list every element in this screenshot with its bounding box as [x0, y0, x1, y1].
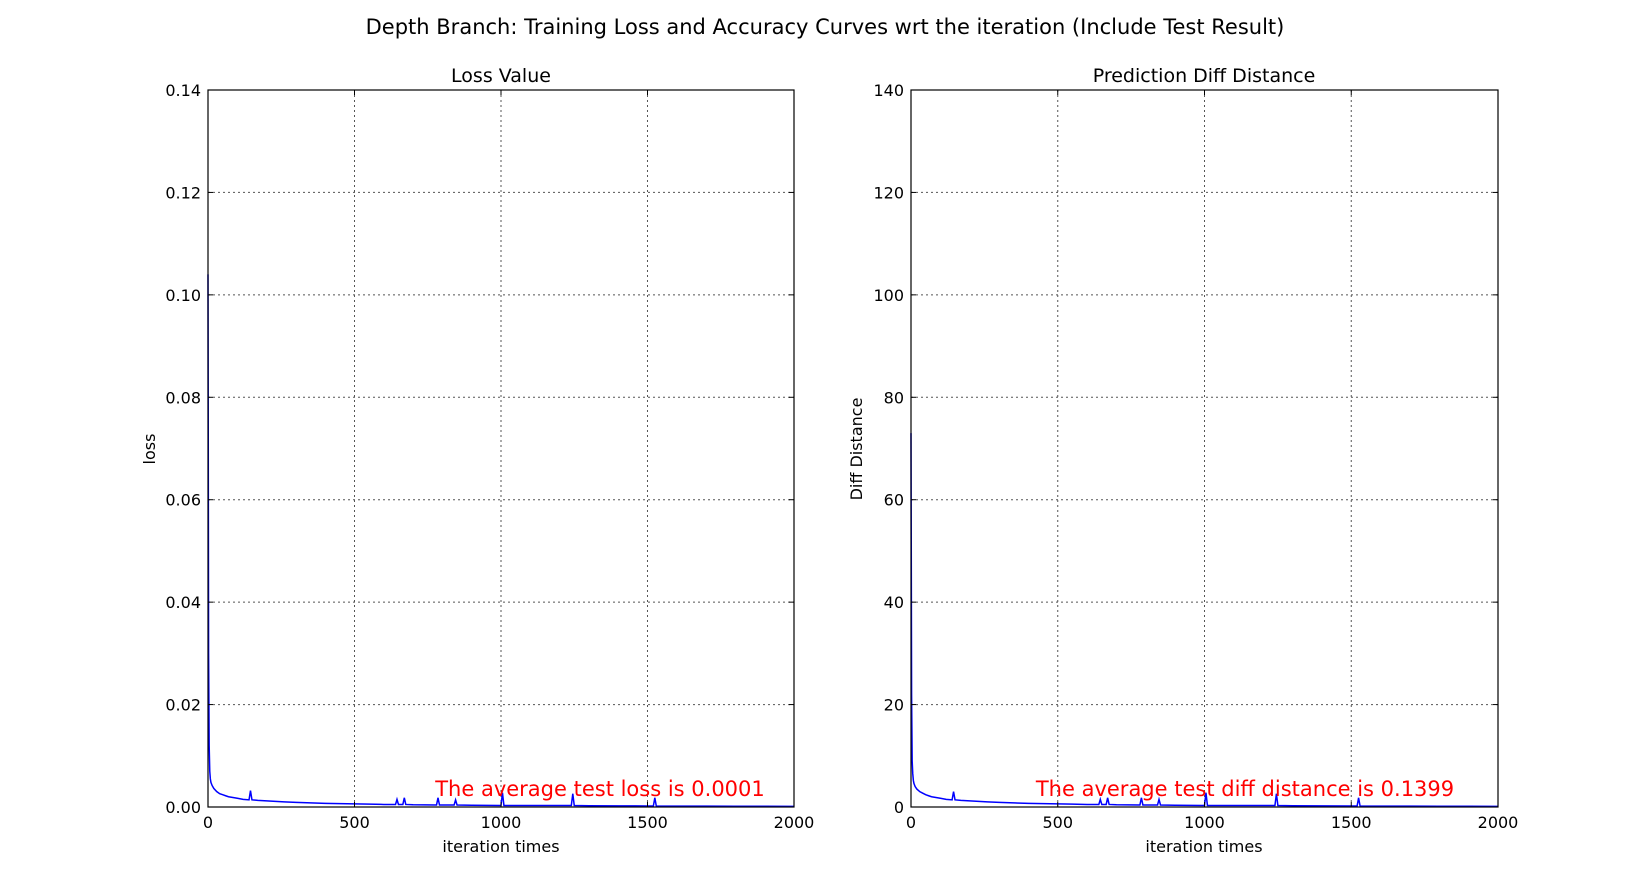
loss-value-panel: Loss Value 0 500 1000 1500 20000.000.020.040… — [140, 65, 814, 856]
loss-x-tick-label: 1000 — [481, 813, 522, 832]
loss-series-line — [207, 274, 795, 808]
diff-y-tick-label: 20 — [884, 696, 904, 715]
figure-suptitle: Depth Branch: Training Loss and Accuracy… — [366, 15, 1285, 39]
diff-x-tick-label: 2000 — [1478, 813, 1519, 832]
loss-y-tick-label: 0.00 — [165, 798, 201, 817]
diff-plot-frame — [910, 89, 1499, 808]
loss-x-axis-label: iteration times — [442, 837, 559, 856]
diff-y-tick-label: 0 — [894, 798, 904, 817]
loss-ticks: 0 500 1000 1500 2000 0.00 0.02 0.04 0.06 0.08 0.10… — [165, 81, 814, 832]
diff-y-tick-label: 60 — [884, 491, 904, 510]
diff-x-axis-label: iteration times — [1145, 837, 1262, 856]
loss-panel-title: Loss Value — [451, 65, 551, 87]
diff-gridlines — [911, 90, 1498, 807]
loss-x-tick-label: 2000 — [774, 813, 815, 832]
diff-series-layer — [910, 433, 1499, 808]
loss-y-tick-label: 0.02 — [165, 696, 201, 715]
loss-y-tick-label: 0.10 — [165, 286, 201, 305]
loss-y-tick-label: 0.04 — [165, 593, 201, 612]
loss-y-tick-label: 0.08 — [165, 388, 201, 407]
diff-ticks: 0 500 1000 1500 2000 0 20 40 60 80 100 120 140 — [873, 81, 1518, 832]
diff-annotation: The average test diff distance is 0.1399 — [1035, 777, 1454, 801]
loss-annotation: The average test loss is 0.0001 — [434, 777, 765, 801]
loss-x-tick-label: 0 — [203, 813, 213, 832]
diff-y-tick-label: 80 — [884, 388, 904, 407]
diff-y-axis-label: Diff Distance — [847, 398, 866, 501]
diff-y-tick-label: 140 — [873, 81, 904, 100]
diff-panel-title: Prediction Diff Distance — [1093, 65, 1316, 87]
loss-plot-frame — [207, 89, 795, 808]
loss-x-tick-label: 1500 — [627, 813, 668, 832]
diff-x-tick-label: 500 — [1042, 813, 1073, 832]
diff-x-tick-label: 0 — [906, 813, 916, 832]
loss-x-tick-label: 500 — [339, 813, 370, 832]
diff-y-tick-label: 100 — [873, 286, 904, 305]
loss-y-tick-label: 0.06 — [165, 491, 201, 510]
diff-x-tick-label: 1500 — [1331, 813, 1372, 832]
diff-x-tick-label: 1000 — [1184, 813, 1225, 832]
diff-y-tick-label: 40 — [884, 593, 904, 612]
loss-y-tick-label: 0.14 — [165, 81, 201, 100]
diff-distance-panel: Prediction Diff Distance 0 500 1000 1500 200… — [847, 65, 1518, 856]
diff-series-line — [910, 433, 1499, 808]
loss-y-tick-label: 0.12 — [165, 183, 201, 202]
loss-gridlines — [208, 90, 794, 807]
loss-series-layer — [207, 274, 795, 808]
loss-y-axis-label: loss — [140, 434, 159, 465]
diff-y-tick-label: 120 — [873, 183, 904, 202]
